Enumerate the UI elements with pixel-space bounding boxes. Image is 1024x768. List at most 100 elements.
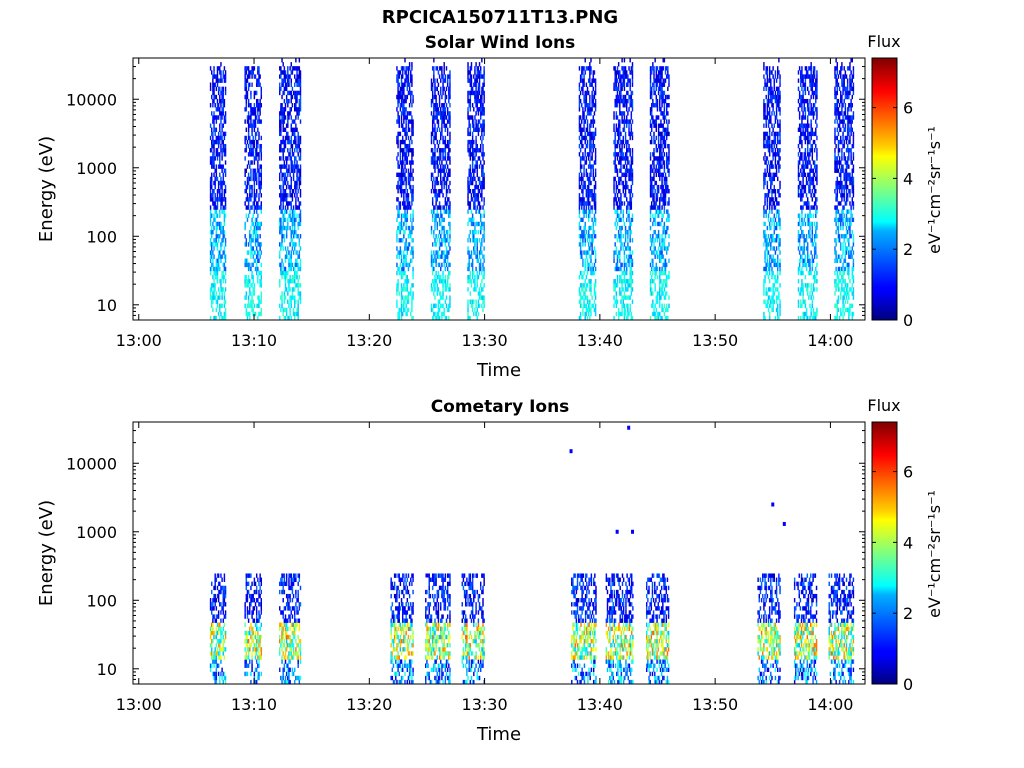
heatmap-cell	[299, 221, 302, 227]
heatmap-cell	[663, 180, 666, 186]
heatmap-cell	[613, 152, 615, 157]
heatmap-cell	[763, 139, 765, 145]
heatmap-cell	[400, 74, 403, 79]
heatmap-cell	[628, 66, 630, 71]
heatmap-cell	[656, 98, 659, 104]
heatmap-cell	[667, 131, 669, 137]
heatmap-cell	[587, 217, 590, 223]
heatmap-cell	[438, 139, 441, 145]
heatmap-cell	[397, 250, 399, 255]
heatmap-cell	[405, 66, 407, 71]
heatmap-cell	[449, 209, 451, 214]
heatmap-cell	[581, 135, 583, 141]
heatmap-cell	[474, 238, 476, 243]
heatmap-cell	[763, 291, 765, 296]
heatmap-cell	[280, 246, 282, 251]
heatmap-cell	[625, 143, 628, 149]
heatmap-cell	[471, 266, 474, 272]
heatmap-cell	[767, 307, 770, 313]
heatmap-cell	[295, 180, 297, 186]
heatmap-cell	[631, 172, 634, 178]
heatmap-cell	[591, 193, 593, 198]
heatmap-cell	[254, 311, 257, 317]
heatmap-cell	[479, 283, 482, 288]
heatmap-cell	[650, 242, 653, 247]
heatmap-cell	[437, 213, 440, 218]
heatmap-cell	[398, 238, 400, 243]
heatmap-cell	[471, 307, 474, 313]
heatmap-cell	[288, 201, 290, 206]
heatmap-cell	[629, 148, 631, 153]
heatmap-cell	[627, 238, 629, 243]
heatmap-cell	[770, 70, 772, 75]
heatmap-cell	[254, 221, 257, 227]
heatmap-cell	[255, 238, 258, 243]
heatmap-cell	[220, 311, 222, 317]
heatmap-cell	[587, 176, 590, 182]
heatmap-cell	[655, 250, 658, 255]
heatmap-cell	[578, 123, 581, 128]
heatmap-cell	[289, 262, 291, 268]
heatmap-cell	[403, 299, 405, 304]
heatmap-cell	[221, 254, 223, 259]
heatmap-cell	[478, 221, 481, 227]
heatmap-cell	[290, 98, 292, 104]
heatmap-cell	[475, 90, 477, 96]
heatmap-cell	[217, 184, 220, 190]
heatmap-cell	[584, 250, 586, 255]
heatmap-cell	[411, 160, 413, 165]
heatmap-cell	[479, 103, 482, 108]
heatmap-cell	[209, 242, 212, 247]
heatmap-cell	[660, 221, 662, 227]
heatmap-cell	[471, 262, 474, 268]
heatmap-cell	[766, 262, 769, 268]
heatmap-cell	[245, 283, 248, 288]
heatmap-cell	[620, 160, 622, 165]
heatmap-cell	[444, 152, 447, 157]
heatmap-cell	[247, 82, 250, 87]
heatmap-cell	[244, 221, 246, 227]
heatmap-cell	[254, 250, 257, 255]
heatmap-cell	[396, 78, 398, 83]
heatmap-cell	[254, 258, 257, 263]
heatmap-cell	[407, 176, 410, 182]
heatmap-cell	[299, 78, 302, 83]
heatmap-cell	[284, 156, 287, 161]
heatmap-cell	[668, 234, 670, 239]
heatmap-cell	[627, 119, 629, 124]
heatmap-cell	[280, 184, 282, 190]
heatmap-cell	[281, 78, 283, 83]
heatmap-cell	[252, 234, 254, 239]
heatmap-cell	[400, 299, 403, 304]
heatmap-cell	[652, 197, 654, 202]
heatmap-cell	[581, 176, 583, 182]
heatmap-cell	[584, 287, 586, 292]
heatmap-cell	[479, 98, 482, 104]
heatmap-cell	[471, 139, 474, 145]
heatmap-cell	[616, 127, 619, 132]
heatmap-cell	[474, 148, 476, 153]
heatmap-cell	[469, 98, 472, 104]
heatmap-cell	[585, 274, 588, 280]
heatmap-cell	[613, 139, 615, 145]
heatmap-cell	[288, 82, 290, 87]
heatmap-cell	[654, 168, 656, 173]
heatmap-cell	[659, 283, 661, 288]
heatmap-cell	[294, 299, 296, 304]
heatmap-cell	[282, 172, 284, 178]
heatmap-cell	[476, 107, 478, 112]
heatmap-cell	[615, 152, 618, 157]
heatmap-cell	[279, 127, 281, 132]
heatmap-cell	[401, 274, 404, 280]
heatmap-cell	[290, 139, 292, 145]
heatmap-cell	[292, 205, 295, 210]
heatmap-cell	[625, 168, 628, 173]
heatmap-cell	[581, 217, 583, 223]
heatmap-cell	[655, 156, 658, 161]
heatmap-cell	[282, 234, 284, 239]
heatmap-cell	[655, 66, 658, 71]
heatmap-cell	[663, 295, 666, 300]
heatmap-cell	[252, 66, 254, 71]
heatmap-cell	[259, 221, 261, 227]
heatmap-cell	[630, 291, 633, 296]
